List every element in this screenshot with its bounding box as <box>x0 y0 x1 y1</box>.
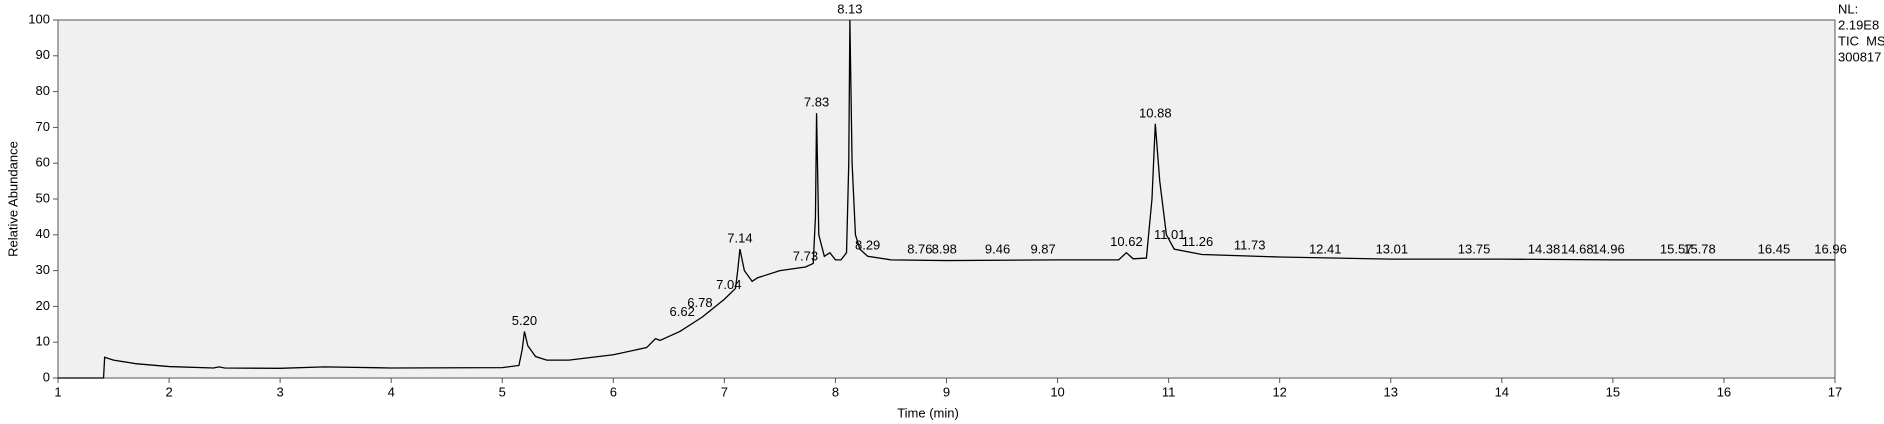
peak-label: 6.78 <box>687 295 712 310</box>
y-tick-label: 30 <box>36 262 50 277</box>
y-tick-label: 60 <box>36 155 50 170</box>
peak-label: 7.73 <box>793 248 818 263</box>
peak-label: 15.57 <box>1660 241 1693 256</box>
peak-label: 14.68 <box>1561 241 1594 256</box>
peak-label: 14.96 <box>1592 241 1625 256</box>
peak-label: 16.96 <box>1814 241 1847 256</box>
peak-label: 8.29 <box>855 238 880 253</box>
peak-label: 8.13 <box>837 1 862 16</box>
peak-label: 7.83 <box>804 95 829 110</box>
y-tick-label: 0 <box>43 369 50 384</box>
x-tick-label: 7 <box>721 384 728 399</box>
info-text: TIC MS <box>1838 33 1884 48</box>
y-tick-label: 40 <box>36 226 50 241</box>
x-tick-label: 3 <box>277 384 284 399</box>
x-tick-label: 14 <box>1495 384 1509 399</box>
peak-label: 5.20 <box>512 313 537 328</box>
x-tick-label: 13 <box>1384 384 1398 399</box>
y-tick-label: 50 <box>36 190 50 205</box>
x-tick-label: 2 <box>165 384 172 399</box>
peak-label: 16.45 <box>1758 241 1791 256</box>
peak-label: 11.73 <box>1234 238 1266 253</box>
peak-label: 9.46 <box>985 241 1010 256</box>
y-tick-label: 80 <box>36 83 50 98</box>
peak-label: 8.76 <box>907 241 932 256</box>
y-axis-label: Relative Abundance <box>5 141 20 257</box>
peak-label: 10.88 <box>1139 105 1172 120</box>
info-text: NL: <box>1838 1 1858 16</box>
peak-label: 7.04 <box>716 277 741 292</box>
peak-label: 8.98 <box>932 241 957 256</box>
peak-label: 14.38 <box>1528 241 1561 256</box>
x-tick-label: 12 <box>1272 384 1286 399</box>
x-tick-label: 16 <box>1717 384 1731 399</box>
trace <box>58 19 1835 379</box>
x-tick-label: 4 <box>388 384 395 399</box>
y-tick-label: 100 <box>28 11 50 26</box>
y-tick-label: 10 <box>36 334 50 349</box>
peak-label: 13.01 <box>1376 241 1409 256</box>
peak-label: 11.26 <box>1182 234 1214 249</box>
y-tick-label: 70 <box>36 119 50 134</box>
x-tick-label: 11 <box>1162 384 1176 399</box>
x-tick-label: 15 <box>1606 384 1620 399</box>
x-tick-label: 8 <box>832 384 839 399</box>
peak-label: 6.62 <box>670 304 695 319</box>
peak-label: 15.78 <box>1683 241 1716 256</box>
info-text: 300817 <box>1838 49 1881 64</box>
x-tick-label: 1 <box>54 384 61 399</box>
info-text: 2.19E8 <box>1838 17 1879 32</box>
plot-area <box>57 19 1836 379</box>
x-tick-label: 5 <box>499 384 506 399</box>
y-tick-label: 90 <box>36 47 50 62</box>
x-tick-label: 9 <box>943 384 950 399</box>
peak-label: 12.41 <box>1309 241 1342 256</box>
x-tick-label: 6 <box>610 384 617 399</box>
x-tick-label: 17 <box>1828 384 1842 399</box>
x-tick-label: 10 <box>1050 384 1064 399</box>
y-tick-label: 20 <box>36 298 50 313</box>
peak-label: 11.01 <box>1154 227 1186 242</box>
peak-label: 10.62 <box>1110 234 1143 249</box>
x-axis-label: Time (min) <box>897 405 959 420</box>
peak-label: 13.75 <box>1458 241 1491 256</box>
peak-label: 9.87 <box>1030 241 1055 256</box>
peak-label: 7.14 <box>727 231 752 246</box>
